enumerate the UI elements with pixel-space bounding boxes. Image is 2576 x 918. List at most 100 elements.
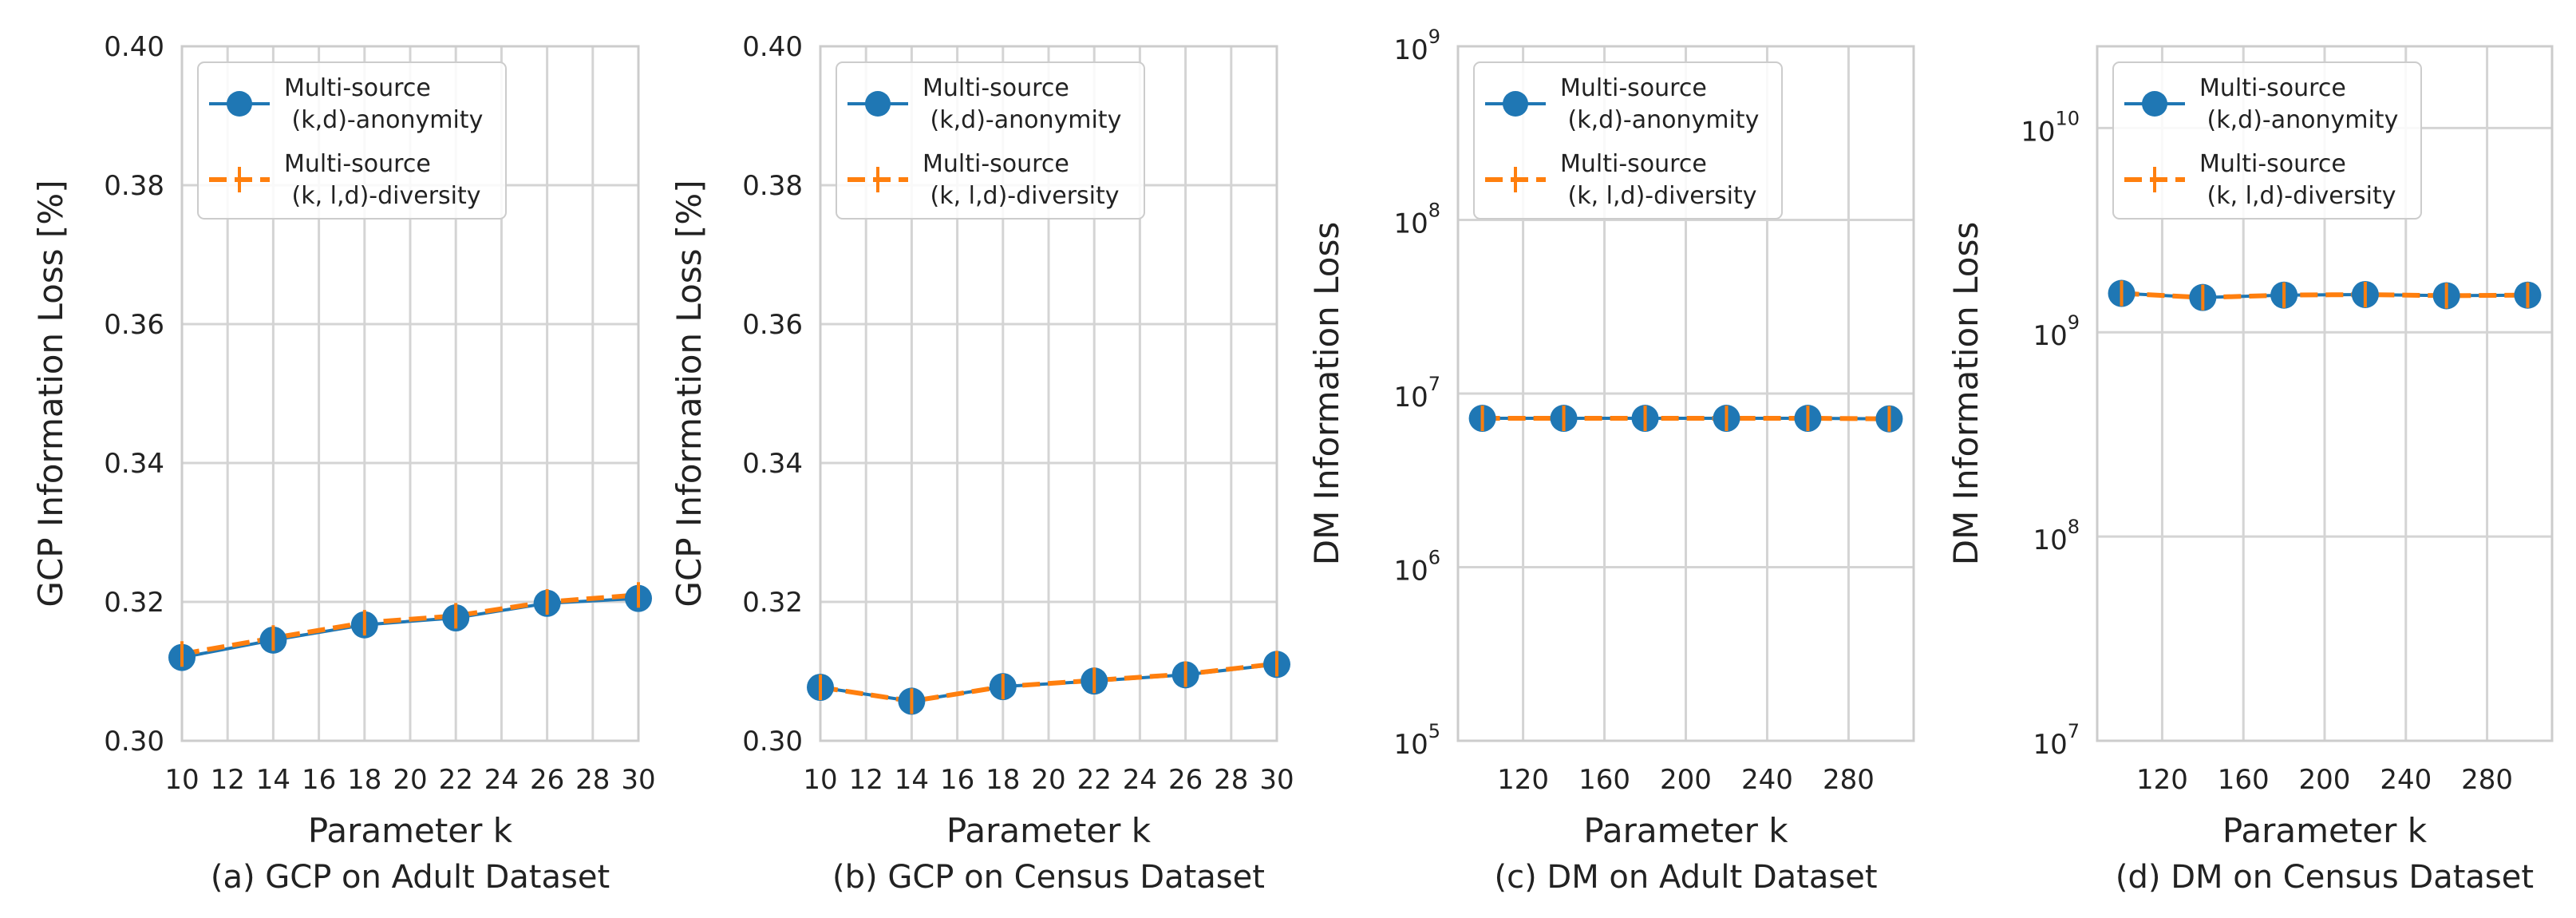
legend-label: (k, l,d)-diversity [2199,182,2396,210]
legend-label: Multi-source [1560,150,1707,178]
x-tick-label: 24 [1123,764,1157,796]
y-tick-label: 0.32 [742,587,803,619]
plot-frame [2096,45,2554,742]
y-tick-label: 107 [2033,720,2080,761]
legend-marker [227,91,252,117]
legend-label: Multi-source [923,74,1069,102]
x-tick-label: 28 [1214,764,1248,796]
x-tick-label: 10 [803,764,837,796]
y-tick-label: 105 [1393,720,1440,761]
y-tick-label: 108 [2033,516,2080,556]
x-tick-label: 12 [211,764,245,796]
x-tick-label: 30 [621,764,655,796]
y-tick-label: 108 [1393,200,1440,240]
y-tick-label: 106 [1393,547,1440,588]
y-tick-label: 109 [2033,311,2080,352]
y-tick-exponent: 8 [2068,516,2080,538]
plot-frame [1456,45,1915,742]
y-tick-exponent: 9 [1428,26,1440,48]
plot-frame [819,45,1278,742]
x-tick-label: 12 [849,764,883,796]
y-tick-label: 109 [1393,26,1440,66]
y-tick-exponent: 8 [1428,200,1440,222]
y-tick-exponent: 6 [1428,547,1440,569]
legend-label: Multi-source [923,150,1069,178]
y-tick-exponent: 5 [1428,720,1440,742]
legend-box [836,61,1145,220]
x-tick-label: 20 [1031,764,1065,796]
chart-panel-3: 120 160 200 240 280105106107108109Multi-sour… [1307,26,1915,896]
y-tick-label: 0.36 [742,309,803,341]
legend-label: Multi-source [2199,74,2346,102]
y-tick-exponent: 9 [2068,311,2080,334]
x-tick-label: 20 [393,764,427,796]
y-tick-label: 0.40 [742,31,803,63]
legend-box [2112,61,2422,220]
y-tick-label: 0.36 [104,309,164,341]
y-axis-label: GCP Information Loss [%] [31,180,70,607]
legend-label: (k, l,d)-diversity [284,182,481,210]
x-tick-label: 160 [2218,764,2270,796]
legend-marker [2142,91,2167,117]
panel-caption: (b) GCP on Census Dataset [832,859,1265,896]
y-tick-base: 10 [2021,116,2055,148]
legend-label: (k,d)-anonymity [2199,106,2398,134]
x-axis-label: Parameter k [2222,811,2428,850]
y-tick-label: 0.40 [104,31,164,63]
x-tick-label: 28 [575,764,610,796]
y-tick-label: 107 [1393,373,1440,413]
legend-label: (k,d)-anonymity [1560,106,1759,134]
x-tick-label: 26 [530,764,564,796]
x-tick-label: 200 [2299,764,2351,796]
y-axis-label: DM Information Loss [1307,222,1346,566]
y-tick-base: 10 [1393,208,1428,240]
legend: Multi-source (k,d)-anonymity Multi-source… [2112,61,2422,220]
legend: Multi-source (k,d)-anonymity Multi-source… [197,61,507,220]
x-tick-label: 16 [940,764,974,796]
x-tick-label: 14 [895,764,929,796]
legend-label: (k,d)-anonymity [284,106,483,134]
y-tick-label: 1010 [2021,107,2080,148]
y-tick-base: 10 [2033,524,2067,556]
y-axis-label: GCP Information Loss [%] [670,180,709,607]
x-axis-label: Parameter k [308,811,513,850]
plot-frame [180,45,640,742]
y-tick-label: 0.32 [104,587,164,619]
legend-label: (k, l,d)-diversity [923,182,1120,210]
x-tick-label: 160 [1578,764,1630,796]
x-tick-label: 18 [347,764,381,796]
chart-panel-1: 10 12 14 16 18 20 22 24 26 28 30 0.30 0.32 0.34 0.36 0.… [31,31,656,896]
legend: Multi-source (k,d)-anonymity Multi-source… [1473,61,1783,220]
y-tick-base: 10 [1393,34,1428,66]
y-tick-label: 0.38 [104,170,164,202]
legend-label: Multi-source [1560,74,1707,102]
legend-label: (k,d)-anonymity [923,106,1121,134]
legend-label: Multi-source [2199,150,2346,178]
x-tick-label: 120 [2136,764,2188,796]
x-tick-label: 240 [1741,764,1793,796]
x-tick-label: 240 [2380,764,2432,796]
legend-box [197,61,507,220]
x-tick-label: 22 [439,764,473,796]
chart-panel-2: 10 12 14 16 18 20 22 24 26 28 30 0.30 0.32 0.34 0.36 0.… [670,31,1294,896]
x-tick-label: 22 [1077,764,1112,796]
y-tick-label: 0.38 [742,170,803,202]
y-tick-exponent: 10 [2055,107,2080,129]
series-line-2 [181,592,639,657]
y-tick-exponent: 7 [1428,373,1440,395]
y-tick-base: 10 [2033,729,2067,761]
y-tick-base: 10 [1393,556,1428,588]
legend-label: Multi-source [284,150,431,178]
panel-caption: (a) GCP on Adult Dataset [211,859,610,896]
x-tick-label: 280 [2461,764,2513,796]
legend-box [1473,61,1783,220]
x-tick-label: 26 [1168,764,1203,796]
x-tick-label: 30 [1259,764,1294,796]
y-axis-label: DM Information Loss [1946,222,1985,566]
y-tick-exponent: 7 [2068,720,2080,742]
panel-caption: (c) DM on Adult Dataset [1494,859,1877,896]
legend-marker [1503,91,1528,117]
y-tick-base: 10 [1393,382,1428,413]
